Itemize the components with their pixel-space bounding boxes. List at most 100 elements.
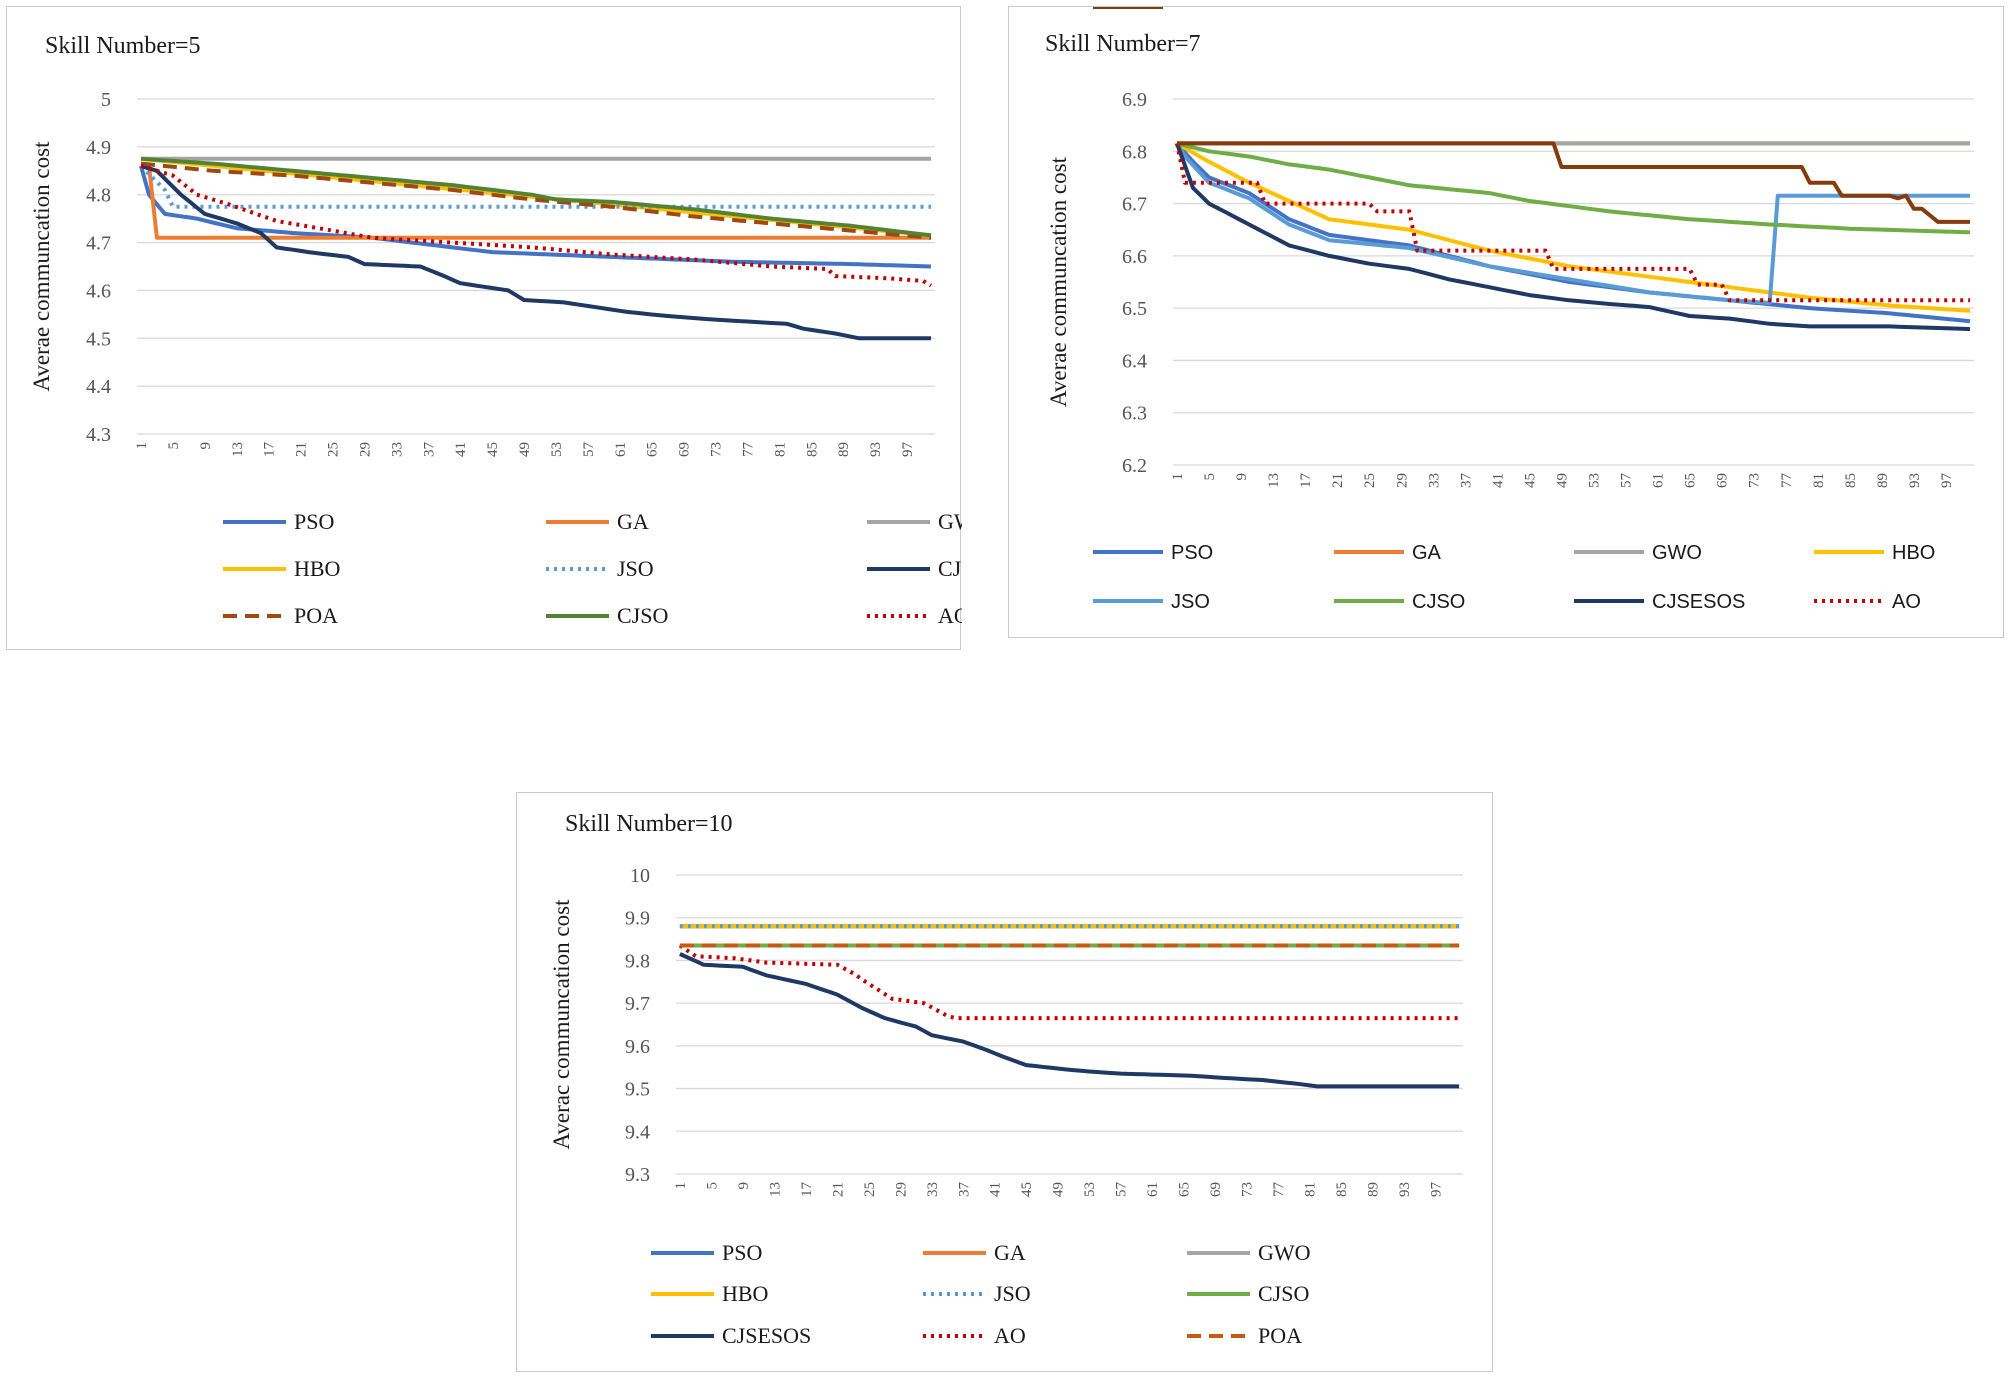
- x-tick-label: 25: [862, 1182, 878, 1197]
- legend-label-pso: PSO: [722, 1240, 762, 1265]
- series-line-jso: [139, 164, 931, 209]
- legend-label-hbo: HBO: [722, 1281, 768, 1306]
- legend-label-pso: PSO: [294, 509, 334, 534]
- x-tick-label: 33: [389, 442, 405, 457]
- x-tick-label: 49: [517, 442, 533, 457]
- x-tick-label: 45: [1522, 473, 1538, 488]
- x-tick-label: 9: [198, 442, 214, 450]
- x-tick-label: 61: [1651, 473, 1667, 488]
- x-tick-label: 61: [613, 442, 629, 457]
- y-tick-label: 6.6: [1122, 246, 1147, 268]
- x-tick-label: 73: [1747, 473, 1763, 488]
- y-tick-label: 6.7: [1122, 194, 1147, 216]
- x-tick-label: 5: [1202, 473, 1218, 481]
- x-tick-label: 49: [1554, 473, 1570, 488]
- y-axis-label: Averae communcation cost: [29, 141, 54, 392]
- series-line-ga: [141, 164, 931, 240]
- x-tick-label: 13: [230, 442, 246, 457]
- y-tick-label: 6.4: [1122, 350, 1147, 372]
- x-tick-label: 37: [1458, 473, 1474, 489]
- x-tick-label: 53: [549, 442, 565, 457]
- series-line-cjsesos: [679, 952, 1460, 1089]
- series-line-poa: [140, 161, 932, 240]
- x-tick-label: 97: [1939, 473, 1955, 489]
- x-tick-label: 85: [1843, 473, 1859, 488]
- legend-label-cjsesos: CJSESOS: [1652, 591, 1745, 613]
- y-tick-label: 9.8: [625, 950, 650, 972]
- legend-label-ga: GA: [1412, 542, 1442, 564]
- legend-label-gwo: GWO: [1258, 1240, 1311, 1265]
- legend-label-cjso: CJSO: [1258, 1281, 1309, 1306]
- legend-label-ga: GA: [617, 509, 649, 534]
- x-tick-label: 69: [1208, 1182, 1224, 1197]
- x-tick-label: 53: [1082, 1182, 1098, 1197]
- x-tick-label: 77: [1271, 1182, 1287, 1198]
- y-tick-label: 4.4: [86, 376, 111, 398]
- x-tick-label: 5: [704, 1182, 720, 1190]
- y-tick-label: 9.4: [625, 1121, 650, 1143]
- series-line-poa: [1177, 141, 1970, 224]
- y-tick-label: 9.3: [625, 1164, 650, 1186]
- legend-label-ao: AO: [938, 603, 962, 628]
- x-tick-label: 13: [1266, 473, 1282, 488]
- series-line-cjsesos: [140, 164, 931, 341]
- x-tick-label: 33: [1426, 473, 1442, 488]
- chart-panel-skill-5: Skill Number=5 4.3 4.4 4.5 4.6 4.7 4.8 4.9 5 1 5 9 1…: [6, 6, 962, 650]
- chart-panel-skill-10: Skill Number=10 9.3 9.4 9.5 9.6 9.7 9.8 9.9 10 1 5…: [516, 792, 1493, 1372]
- chart-panel-skill-7: Skill Number=7 6.2 6.3 6.4 6.5 6.6 6.7 6.8 6.9 1 5…: [1008, 6, 2004, 638]
- x-tick-label: 97: [1428, 1182, 1444, 1198]
- y-tick-label: 4.7: [86, 233, 111, 255]
- series-line-pso: [139, 165, 932, 269]
- x-tick-label: 65: [1683, 473, 1699, 488]
- x-tick-label: 69: [677, 442, 693, 457]
- x-tick-label: 37: [421, 442, 437, 458]
- x-tick-label: 41: [1490, 473, 1506, 488]
- legend-label-gwo: GWO: [938, 509, 962, 534]
- y-tick-label: 6.9: [1122, 89, 1147, 111]
- x-tick-label: 85: [804, 442, 820, 457]
- x-tick-label: 29: [357, 442, 373, 457]
- x-tick-label: 77: [740, 442, 756, 458]
- legend-label-poa: POA: [1258, 1323, 1302, 1348]
- x-tick-label: 33: [925, 1182, 941, 1197]
- x-tick-label: 41: [453, 442, 469, 457]
- y-tick-label: 9.6: [625, 1036, 650, 1058]
- series-line-hbo: [1176, 141, 1971, 313]
- y-tick-label: 6.3: [1122, 403, 1147, 425]
- y-tick-label: 9.5: [625, 1079, 650, 1101]
- x-tick-label: 57: [581, 442, 597, 458]
- y-tick-label: 4.3: [86, 424, 111, 446]
- y-tick-label: 6.5: [1122, 298, 1147, 320]
- x-tick-label: 25: [1362, 473, 1378, 488]
- x-tick-label: 1: [134, 442, 150, 450]
- legend-label-gwo: GWO: [1652, 542, 1702, 564]
- x-tick-label: 21: [830, 1182, 846, 1197]
- legend-label-jso: JSO: [617, 556, 654, 581]
- chart-skill-10: Skill Number=10 9.3 9.4 9.5 9.6 9.7 9.8 9.9 10 1 5…: [549, 811, 1463, 1348]
- y-axis-label: Averac communcation cost: [549, 899, 574, 1150]
- chart-skill-5: Skill Number=5 4.3 4.4 4.5 4.6 4.7 4.8 4.9 5 1 5 9 1…: [29, 33, 962, 628]
- y-tick-label: 6.8: [1122, 141, 1147, 163]
- x-tick-label: 73: [709, 442, 725, 457]
- y-tick-label: 9.9: [625, 908, 650, 930]
- y-tick-label: 5: [101, 89, 111, 111]
- x-tick-label: 81: [1303, 1182, 1319, 1197]
- x-tick-label: 69: [1715, 473, 1731, 488]
- x-tick-label: 9: [1234, 473, 1250, 481]
- legend-label-jso: JSO: [994, 1281, 1031, 1306]
- x-tick-label: 1: [673, 1182, 689, 1190]
- y-tick-label: 4.5: [86, 328, 111, 350]
- series-line-jso: [1175, 142, 1970, 305]
- series-line-ao: [140, 164, 933, 288]
- x-tick-label: 5: [166, 442, 182, 450]
- x-tick-label: 89: [836, 442, 852, 457]
- x-tick-label: 81: [772, 442, 788, 457]
- y-tick-label: 4.6: [86, 280, 111, 302]
- series-line-ao: [1175, 143, 1970, 303]
- x-tick-label: 45: [1019, 1182, 1035, 1197]
- x-tick-label: 29: [893, 1182, 909, 1197]
- legend-label-ao: AO: [994, 1323, 1026, 1348]
- x-tick-label: 65: [1177, 1182, 1193, 1197]
- y-tick-label: 10: [630, 865, 650, 887]
- x-tick-label: 25: [326, 442, 342, 457]
